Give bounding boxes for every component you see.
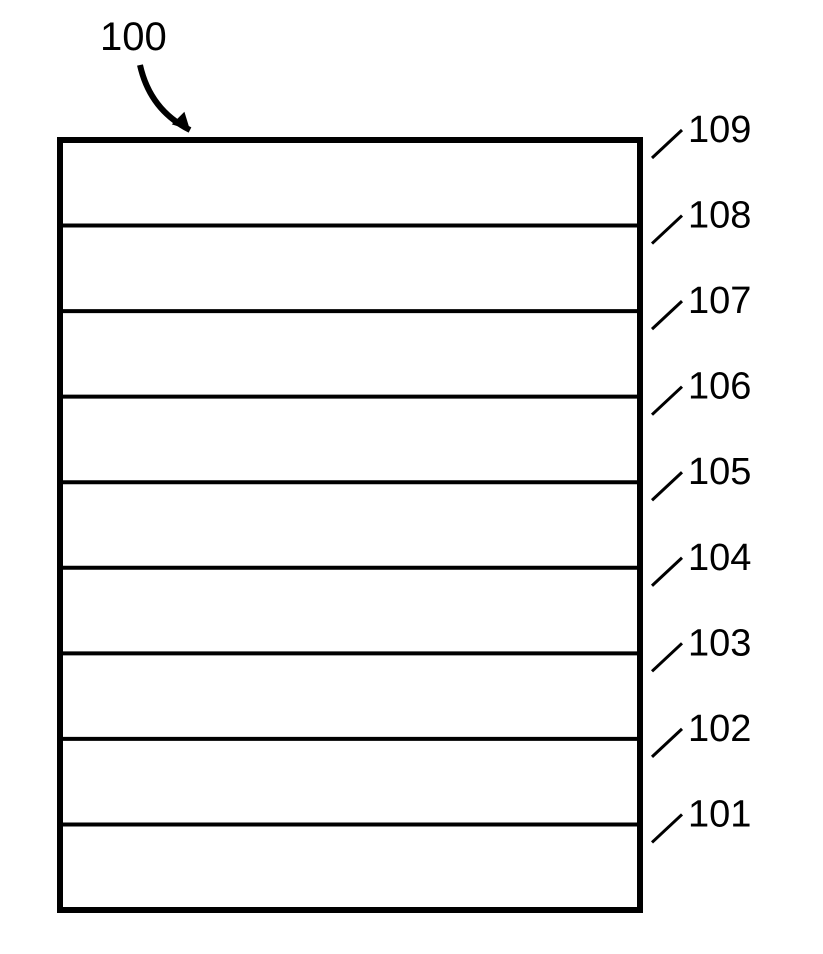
leader-line bbox=[652, 130, 682, 158]
leader-line bbox=[652, 558, 682, 586]
leader-line bbox=[652, 301, 682, 329]
layer-label: 106 bbox=[688, 366, 751, 408]
layer-label: 108 bbox=[688, 195, 751, 237]
leader-line bbox=[652, 387, 682, 415]
leader-line bbox=[652, 643, 682, 671]
leader-line bbox=[652, 472, 682, 500]
leader-line bbox=[652, 814, 682, 842]
assembly-label: 100 bbox=[100, 15, 167, 59]
layer-label: 104 bbox=[688, 537, 751, 579]
layer-label: 107 bbox=[688, 280, 751, 322]
layer-label: 109 bbox=[688, 109, 751, 151]
leader-line bbox=[652, 216, 682, 244]
leader-line bbox=[652, 729, 682, 757]
layer-label: 105 bbox=[688, 451, 751, 493]
layer-label: 103 bbox=[688, 622, 751, 664]
stack-outline bbox=[60, 140, 640, 910]
layer-label: 102 bbox=[688, 708, 751, 750]
layer-stack-diagram: 109 108 107 106 105 104 103 102 101 100 bbox=[0, 0, 823, 954]
layer-label: 101 bbox=[688, 793, 751, 835]
